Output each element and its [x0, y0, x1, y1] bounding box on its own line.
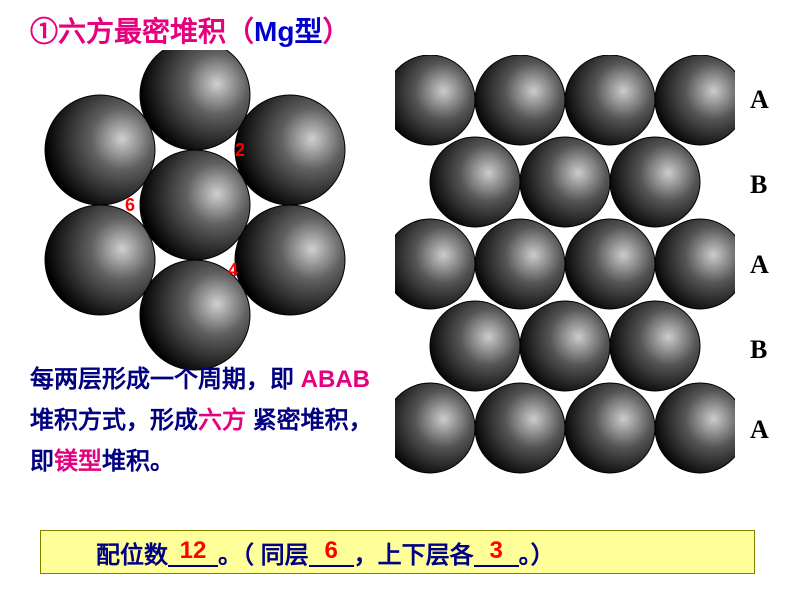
title-paren-open: （: [226, 16, 254, 47]
coord-label: 配位数: [96, 535, 168, 570]
sphere-row: [475, 55, 565, 145]
sphere-row: [520, 301, 610, 391]
title-number: ①: [30, 16, 58, 47]
slide-title: ①六方最密堆积（Mg型）: [30, 10, 351, 50]
sphere-row: [430, 137, 520, 227]
layer-label-a: A: [750, 85, 769, 115]
sphere-row: [395, 219, 475, 309]
sphere-outer: [45, 205, 155, 315]
coord-label: ，上下层各: [354, 535, 474, 570]
gap-number: 2: [235, 140, 245, 161]
coord-answer-total: 12: [168, 537, 218, 567]
sphere-row: [475, 383, 565, 473]
sphere-row: [610, 301, 700, 391]
layer-label-b: B: [750, 335, 767, 365]
coord-label: 。）: [519, 535, 555, 570]
coordination-box: 配位数 12 。（ 同层 6 ，上下层各 3 。）: [40, 530, 755, 574]
sphere-row: [520, 137, 610, 227]
sphere-row: [655, 383, 735, 473]
sphere-row: [565, 219, 655, 309]
coord-label: 。（ 同层: [218, 535, 309, 570]
sphere-outer: [45, 95, 155, 205]
sphere-center: [140, 150, 250, 260]
coord-answer-same: 6: [309, 537, 354, 567]
sphere-outer: [235, 205, 345, 315]
desc-abab: ABAB: [301, 366, 370, 393]
desc-mg: 镁型: [54, 448, 102, 475]
title-main: 六方最密堆积: [58, 16, 226, 47]
gap-number: 4: [228, 260, 238, 281]
description-text: 每两层形成一个周期，即 ABAB堆积方式，形成六方 紧密堆积，即镁型堆积。: [30, 360, 380, 482]
coord-answer-adj: 3: [474, 537, 519, 567]
sphere-row: [610, 137, 700, 227]
sphere-row: [565, 383, 655, 473]
layer-label-b: B: [750, 170, 767, 200]
desc-hex: 六方: [198, 407, 246, 434]
sphere-row: [430, 301, 520, 391]
layer-label-a: A: [750, 415, 769, 445]
gap-number: 6: [125, 195, 135, 216]
desc-line1: 每两层形成一个周期，即: [30, 366, 294, 393]
sphere-row: [475, 219, 565, 309]
sphere-row: [565, 55, 655, 145]
sphere-outer: [140, 50, 250, 150]
title-paren-close: ）: [322, 16, 350, 47]
top-view-diagram: [10, 50, 390, 390]
desc-text: 堆积。: [102, 448, 174, 475]
sphere-row: [395, 55, 475, 145]
title-type: Mg型: [254, 16, 322, 47]
sphere-outer: [235, 95, 345, 205]
side-view-diagram: [395, 55, 735, 485]
layer-label-a: A: [750, 250, 769, 280]
sphere-row: [655, 55, 735, 145]
sphere-row: [395, 383, 475, 473]
sphere-row: [655, 219, 735, 309]
desc-text: 堆积方式，形成: [30, 407, 198, 434]
